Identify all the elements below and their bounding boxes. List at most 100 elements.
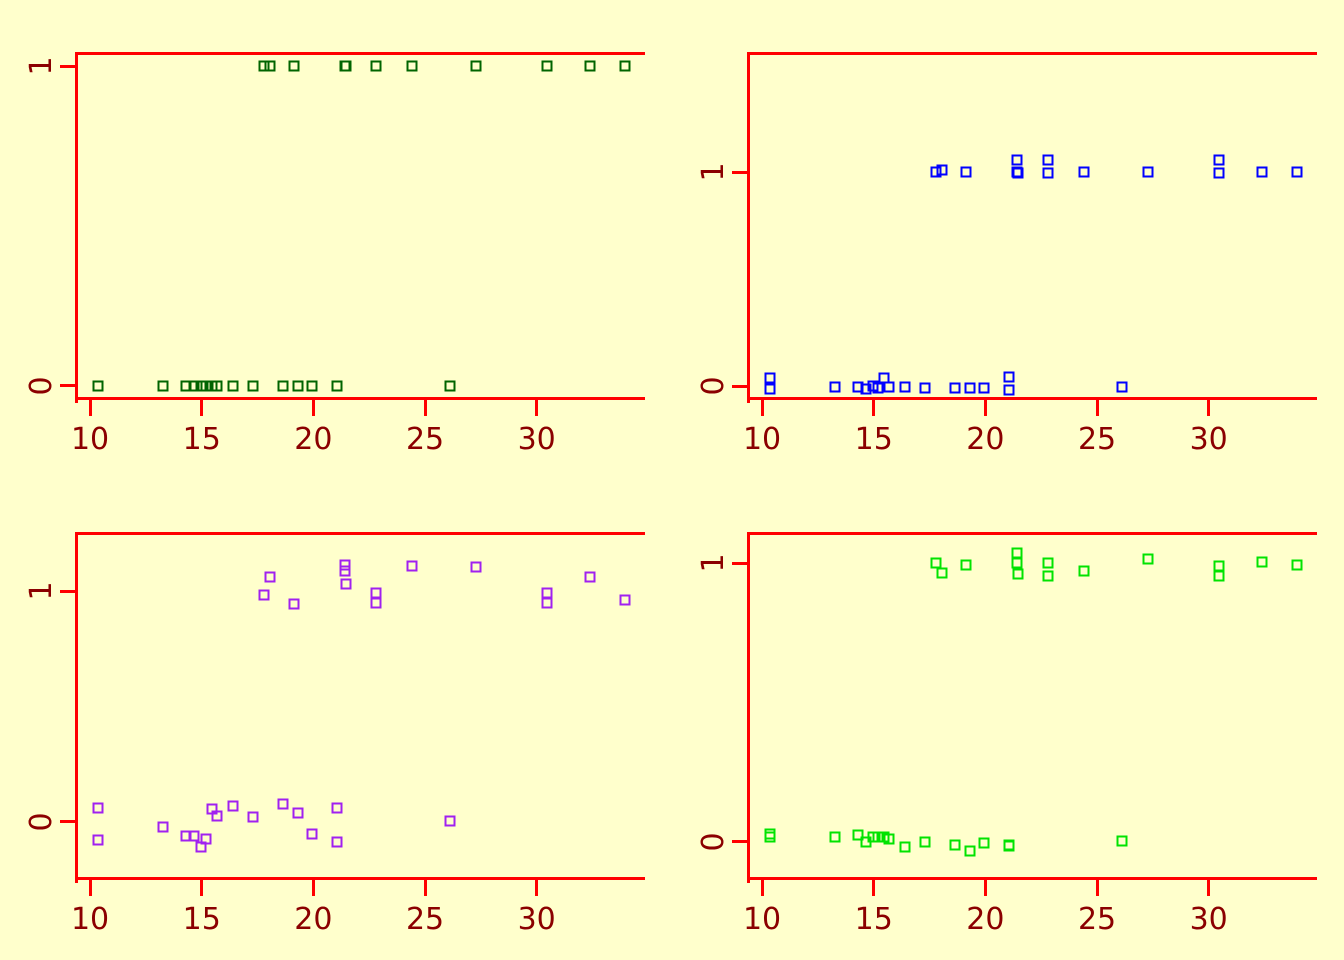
data-point-square [964,382,976,394]
data-point-square [339,565,351,577]
data-point-square [264,60,276,72]
data-point-square [1213,167,1225,179]
data-point-square [292,380,304,392]
y-axis-tick-label: 0 [24,376,59,396]
x-axis-tick-label: 25 [1077,902,1117,937]
x-axis-line [747,397,1317,400]
data-point-square [444,380,456,392]
y-axis-line [747,52,750,403]
data-point-square [92,834,104,846]
data-point-square [277,380,289,392]
data-point-square [1042,557,1054,569]
data-point-square [1213,154,1225,166]
data-point-square [264,571,276,582]
x-axis-tick-label: 20 [966,902,1005,937]
data-point-square [1042,570,1054,582]
data-point-square [1011,154,1023,166]
data-point-square [258,60,270,72]
data-point-square [1116,381,1128,393]
x-axis-tick [872,880,876,896]
data-point-square [919,382,931,394]
x-axis-tick [760,400,764,416]
x-axis-tick [1095,400,1099,416]
data-point-square [541,587,553,599]
data-point-square [829,831,841,843]
x-axis-tick-label: 10 [70,902,110,937]
x-axis-tick-label: 15 [182,902,221,937]
data-point-square [331,802,343,814]
data-point-square [92,380,104,392]
x-axis-tick-label: 25 [405,902,445,937]
data-point-square [584,60,596,72]
data-point-square [470,561,482,573]
data-point-square [867,831,879,843]
data-point-square [195,841,207,853]
data-point-square [370,597,382,609]
x-axis-tick-label: 10 [742,422,782,457]
y-axis-tick-label: 1 [24,581,59,601]
data-point-square [247,380,259,392]
data-point-square [1078,565,1090,577]
data-point-square [960,166,972,178]
data-point-square [157,380,169,392]
data-point-square [930,166,942,178]
data-point-square [878,372,890,384]
data-point-square [919,836,931,848]
data-point-square [188,380,200,392]
data-point-square [978,837,990,849]
x-axis-tick-label: 15 [182,422,221,457]
data-point-square [936,567,948,579]
x-axis-tick-label: 30 [1189,902,1228,937]
data-point-square [867,380,879,392]
x-axis-tick-label: 10 [742,902,782,937]
data-point-square [619,594,631,606]
data-point-square [541,60,553,72]
data-point-square [200,833,212,845]
panel-bottom-left: 10 15 20 25 30 0 1 [0,480,672,960]
data-point-square [470,60,482,72]
data-point-square [1256,556,1268,567]
y-axis-line [75,532,78,883]
x-axis-tick [423,400,427,416]
data-point-square [406,60,418,72]
data-point-square [306,828,318,840]
x-axis-tick-label: 15 [854,422,893,457]
data-point-square [829,381,841,393]
x-axis-tick-label: 30 [1189,422,1228,457]
box-top-line [747,532,1317,535]
data-point-square [406,560,418,572]
data-point-square [211,380,223,392]
x-axis-tick [872,400,876,416]
data-point-square [339,559,351,571]
data-point-square [1116,835,1128,847]
x-axis-tick [423,880,427,896]
x-axis-tick-label: 20 [966,422,1005,457]
y-axis-tick-label: 0 [24,812,59,832]
y-axis-tick-label: 0 [696,832,731,852]
x-axis-tick [1095,880,1099,896]
data-point-square [340,578,352,590]
data-point-square [1003,371,1015,383]
data-point-square [292,807,304,819]
x-axis-tick-label: 25 [1077,422,1117,457]
y-axis-tick [732,384,747,388]
y-axis-tick [60,64,75,68]
data-point-square [1291,166,1303,178]
x-axis-tick-label: 25 [405,422,445,457]
data-point-square [157,821,169,833]
x-axis-line [75,877,645,880]
data-point-square [1256,166,1268,178]
data-point-square [619,60,631,72]
data-point-square [949,839,961,851]
x-axis-line [75,397,645,400]
x-axis-tick-label: 15 [854,902,893,937]
y-axis-tick [732,170,747,174]
data-point-square [288,598,300,610]
data-point-square [1012,568,1024,580]
x-axis-tick [88,400,92,416]
data-point-square [227,800,239,811]
data-point-square [331,380,343,392]
data-point-square [1142,553,1154,565]
data-point-square [978,382,990,394]
